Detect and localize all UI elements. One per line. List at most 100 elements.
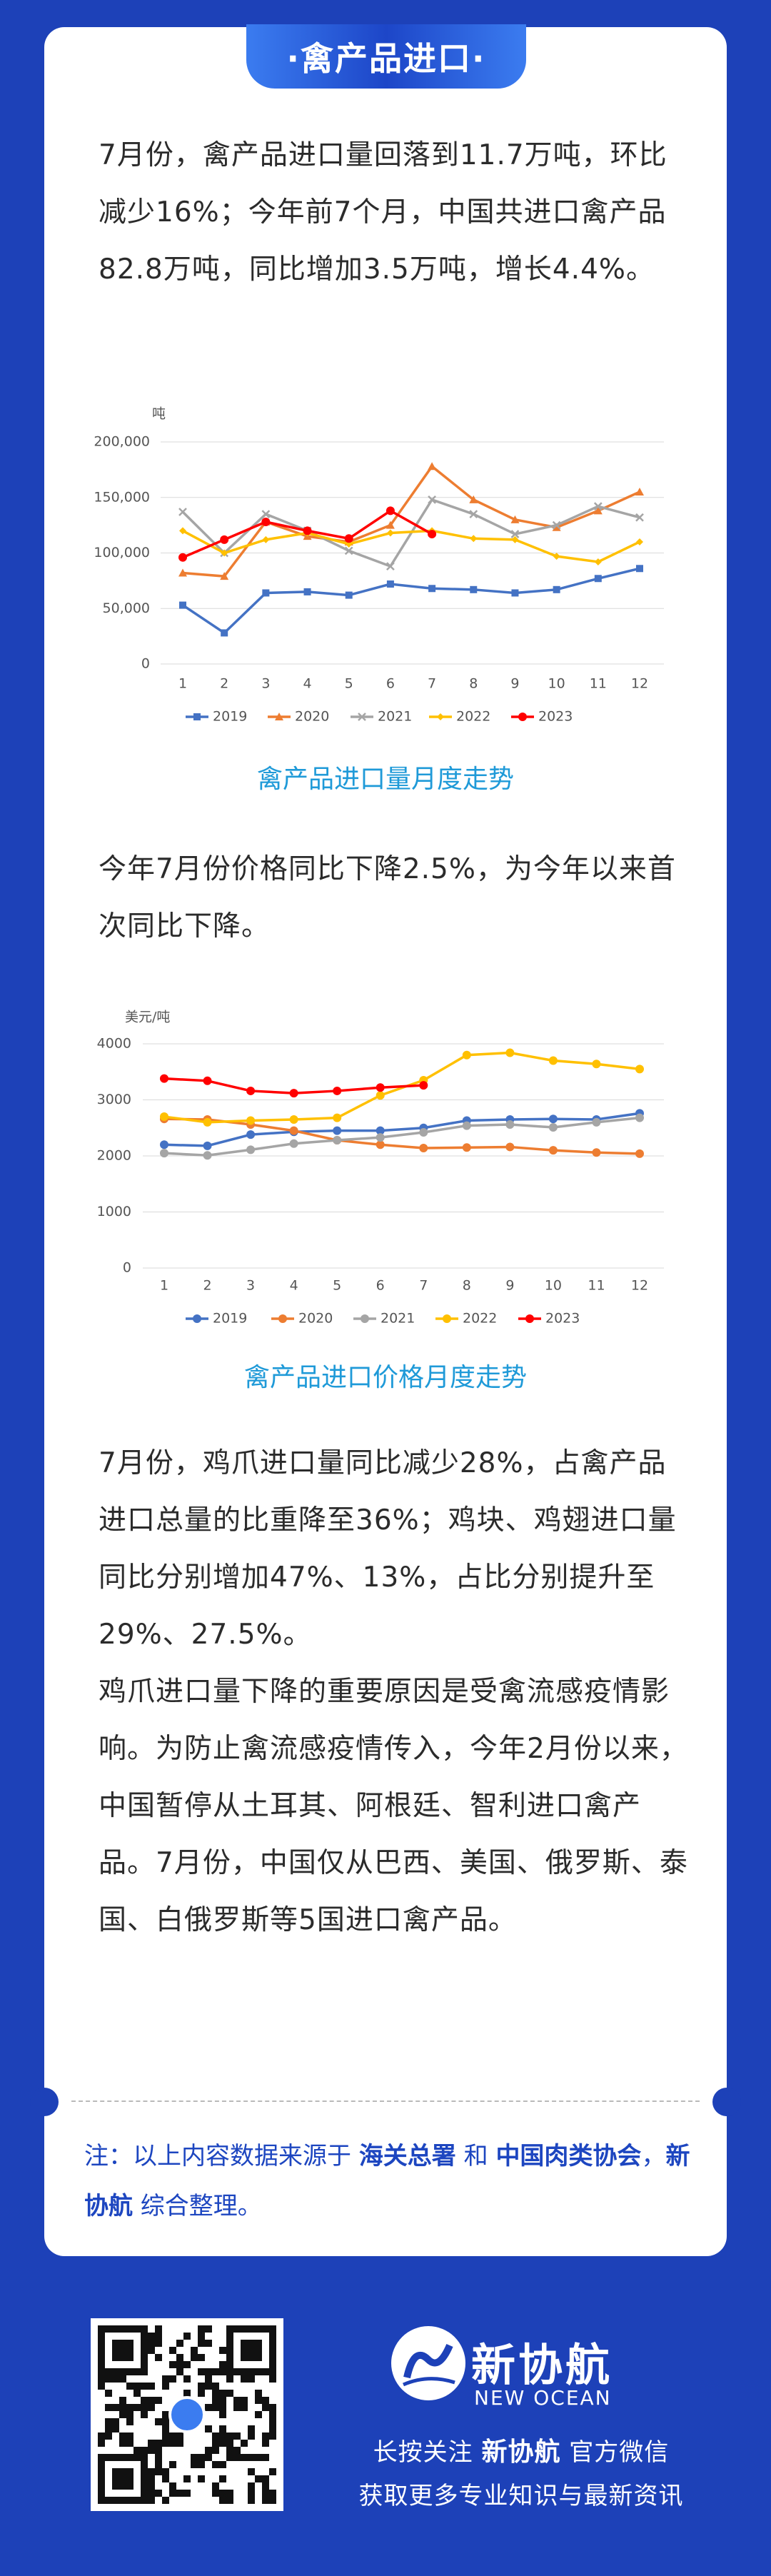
qr-cell [262, 2397, 269, 2404]
qr-cell [162, 2425, 169, 2432]
qr-cell [155, 2418, 162, 2425]
qr-cell [191, 2454, 198, 2461]
qr-cell [255, 2411, 262, 2418]
qr-cell [198, 2368, 205, 2375]
qr-cell [269, 2468, 276, 2475]
qr-cell [269, 2425, 276, 2432]
qr-cell [183, 2375, 191, 2383]
qr-cell [183, 2490, 191, 2497]
qr-cell [141, 2411, 148, 2418]
qr-cell [198, 2333, 205, 2340]
qr-cell [269, 2418, 276, 2425]
marker [289, 1126, 298, 1135]
marker [386, 520, 395, 529]
x-tick-label: 7 [419, 1278, 428, 1294]
y-tick-label: 100,000 [94, 545, 150, 560]
qr-cell [155, 2440, 162, 2447]
qr-cell [155, 2461, 162, 2468]
marker [160, 1112, 168, 1122]
qr-cell [169, 2432, 176, 2440]
marker [220, 572, 229, 580]
marker [437, 713, 444, 720]
series-line [163, 1112, 640, 1147]
x-tick-label: 2 [220, 676, 228, 692]
x-tick-label: 3 [246, 1278, 255, 1294]
marker [593, 502, 603, 511]
x-tick-label: 3 [261, 676, 270, 692]
qr-cell [126, 2440, 133, 2447]
series-line [163, 1117, 640, 1155]
marker [548, 1115, 558, 1124]
qr-cell [269, 2432, 276, 2440]
chart-caption: 禽产品进口量月度走势 [256, 765, 514, 794]
marker [303, 526, 312, 535]
qr-cell [219, 2397, 226, 2404]
qr-cell [162, 2411, 169, 2418]
marker [160, 1140, 168, 1149]
marker [428, 462, 437, 471]
qr-cell [162, 2418, 169, 2425]
qr-cell [133, 2383, 141, 2390]
qr-cell [176, 2368, 183, 2375]
qr-cell [248, 2432, 255, 2440]
qr-cell [162, 2432, 169, 2440]
qr-cell [205, 2454, 212, 2461]
x-tick-label: 11 [588, 1278, 605, 1294]
text-run: 长按关注 [373, 2438, 482, 2467]
x-tick-label: 6 [376, 1278, 385, 1294]
x-tick-label: 8 [463, 1278, 471, 1294]
qr-cell [269, 2490, 276, 2497]
qr-cell [226, 2454, 233, 2461]
marker [419, 1128, 428, 1137]
marker [419, 1144, 428, 1153]
source-note: 注：以上内容数据来源于 海关总署 和 中国肉类协会，新协航 综合整理。 [84, 2131, 698, 2231]
marker [178, 553, 187, 562]
marker [289, 1089, 298, 1098]
marker [179, 527, 186, 535]
qr-cell [219, 2440, 226, 2447]
qr-cell [155, 2490, 162, 2497]
qr-cell [248, 2490, 255, 2497]
qr-cell [219, 2361, 226, 2368]
y-axis-label: 吨 [152, 406, 166, 422]
marker [333, 1086, 342, 1095]
qr-cell [162, 2475, 169, 2482]
qr-cell [212, 2461, 219, 2468]
chart-caption: 禽产品进口价格月度走势 [243, 1363, 527, 1392]
brand-name: 新协航 [471, 2339, 613, 2391]
marker [179, 601, 186, 609]
marker [221, 629, 228, 637]
series-line [182, 529, 640, 563]
marker [511, 535, 519, 543]
marker [511, 589, 519, 597]
qr-cell [241, 2397, 248, 2404]
qr-cell [212, 2490, 219, 2497]
marker [160, 1149, 168, 1158]
footer-line: 获取更多专业知识与最新资讯 [358, 2482, 684, 2510]
qr-cell [148, 2340, 155, 2347]
qr-cell [233, 2447, 241, 2454]
marker [636, 565, 643, 573]
brand-logo [391, 2326, 465, 2400]
marker [428, 495, 436, 504]
qr-cell [148, 2397, 155, 2404]
qr-cell [183, 2333, 191, 2340]
qr-cell [198, 2475, 205, 2482]
marker [193, 713, 201, 720]
qr-cell [105, 2418, 112, 2425]
marker [462, 1050, 471, 1060]
brand-name-en: NEW OCEAN [474, 2386, 612, 2410]
qr-cell [248, 2454, 255, 2461]
qr-cell [262, 2497, 269, 2504]
qr-finder [112, 2468, 133, 2490]
text-run: 官方微信 [560, 2438, 670, 2467]
x-tick-label: 5 [345, 676, 353, 692]
marker [262, 535, 270, 543]
marker [221, 549, 228, 557]
qr-cell [126, 2404, 133, 2411]
qr-cell [98, 2432, 105, 2440]
qr-cell [176, 2340, 183, 2347]
text-run: 中国肉类协会 [495, 2142, 642, 2170]
